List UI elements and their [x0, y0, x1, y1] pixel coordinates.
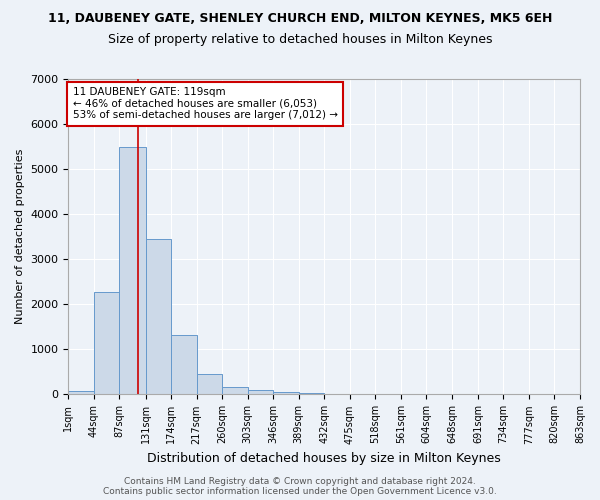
- Bar: [68, 391, 94, 394]
- Text: Contains HM Land Registry data © Crown copyright and database right 2024.: Contains HM Land Registry data © Crown c…: [124, 477, 476, 486]
- Bar: [146, 239, 171, 394]
- Bar: [171, 336, 197, 394]
- Text: Contains public sector information licensed under the Open Government Licence v3: Contains public sector information licen…: [103, 487, 497, 496]
- Bar: [119, 148, 146, 394]
- Bar: [222, 387, 248, 394]
- Bar: [197, 374, 222, 394]
- Bar: [248, 390, 273, 394]
- Text: Size of property relative to detached houses in Milton Keynes: Size of property relative to detached ho…: [108, 32, 492, 46]
- Bar: [273, 392, 299, 394]
- Text: 11 DAUBENEY GATE: 119sqm
← 46% of detached houses are smaller (6,053)
53% of sem: 11 DAUBENEY GATE: 119sqm ← 46% of detach…: [73, 87, 338, 120]
- Bar: [299, 392, 324, 394]
- Y-axis label: Number of detached properties: Number of detached properties: [15, 149, 25, 324]
- Bar: [94, 292, 119, 395]
- Text: 11, DAUBENEY GATE, SHENLEY CHURCH END, MILTON KEYNES, MK5 6EH: 11, DAUBENEY GATE, SHENLEY CHURCH END, M…: [48, 12, 552, 26]
- X-axis label: Distribution of detached houses by size in Milton Keynes: Distribution of detached houses by size …: [148, 452, 501, 465]
